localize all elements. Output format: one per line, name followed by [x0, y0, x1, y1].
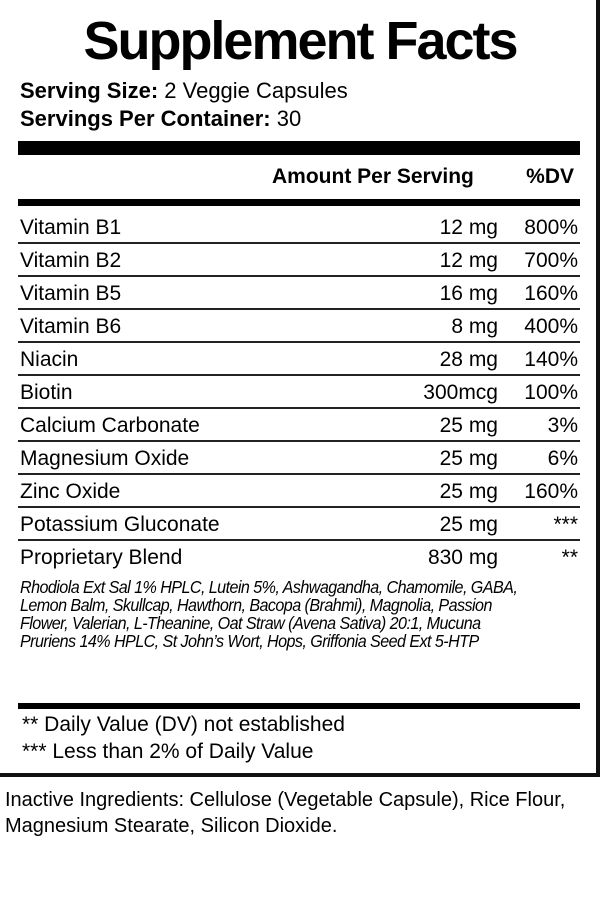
inactive-ingredients: Inactive Ingredients: Cellulose (Vegetab…	[5, 789, 566, 837]
table-row: Potassium Gluconate 25 mg ***	[18, 508, 580, 541]
serving-size-value: 2 Veggie Capsules	[164, 78, 348, 103]
table-row: Vitamin B6 8 mg 400%	[18, 310, 580, 343]
nutrient-name: Zinc Oxide	[20, 480, 121, 503]
footnote-less-than-2-percent: *** Less than 2% of Daily Value	[22, 740, 314, 763]
nutrient-name: Potassium Gluconate	[20, 513, 220, 536]
panel-title: Supplement Facts	[83, 11, 518, 71]
footnote-dv-not-established: ** Daily Value (DV) not established	[22, 713, 345, 736]
nutrient-amount: 25 mg	[439, 513, 498, 536]
table-row: Zinc Oxide 25 mg 160%	[18, 475, 580, 508]
nutrient-dv: **	[561, 546, 578, 569]
nutrient-name: Vitamin B6	[20, 315, 122, 338]
nutrient-dv: ***	[553, 513, 578, 536]
footer-divider	[18, 703, 580, 709]
serving-size-label: Serving Size:	[20, 78, 159, 103]
nutrient-amount: 25 mg	[439, 414, 498, 437]
nutrient-dv: 140%	[524, 348, 578, 371]
nutrient-amount: 12 mg	[439, 216, 498, 239]
nutrient-amount: 25 mg	[439, 480, 498, 503]
table-row: Vitamin B2 12 mg 700%	[18, 244, 580, 277]
header-divider	[18, 199, 580, 206]
nutrient-name: Niacin	[20, 348, 79, 371]
table-row: Biotin 300mcg 100%	[18, 376, 580, 409]
blend-ingredients: Rhodiola Ext Sal 1% HPLC, Lutein 5%, Ash…	[20, 577, 518, 651]
nutrient-name: Vitamin B2	[20, 249, 122, 272]
nutrient-amount: 28 mg	[439, 348, 498, 371]
nutrient-dv: 160%	[524, 282, 578, 305]
nutrient-name: Vitamin B5	[20, 282, 122, 305]
column-header-dv: %DV	[526, 165, 574, 188]
table-row: Calcium Carbonate 25 mg 3%	[18, 409, 580, 442]
thick-divider	[18, 141, 580, 155]
table-row: Magnesium Oxide 25 mg 6%	[18, 442, 580, 475]
nutrient-amount: 830 mg	[427, 546, 498, 569]
table-row: Vitamin B1 12 mg 800%	[18, 211, 580, 244]
nutrient-dv: 400%	[524, 315, 578, 338]
nutrient-amount: 25 mg	[439, 447, 498, 470]
nutrient-name: Proprietary Blend	[20, 546, 183, 569]
nutrient-dv: 3%	[547, 414, 578, 437]
nutrient-dv: 6%	[547, 447, 578, 470]
nutrient-dv: 160%	[524, 480, 578, 503]
table-row: Niacin 28 mg 140%	[18, 343, 580, 376]
supplement-facts-panel: Supplement Facts Serving Size: 2 Veggie …	[0, 0, 600, 777]
nutrient-amount: 12 mg	[439, 249, 498, 272]
nutrient-name: Magnesium Oxide	[20, 447, 190, 470]
serving-size: Serving Size: 2 Veggie Capsules	[20, 78, 348, 104]
nutrient-amount: 16 mg	[439, 282, 498, 305]
nutrient-name: Vitamin B1	[20, 216, 122, 239]
nutrient-amount: 8 mg	[451, 315, 498, 338]
nutrient-dv: 800%	[524, 216, 578, 239]
nutrient-name: Calcium Carbonate	[20, 414, 200, 437]
nutrient-dv: 100%	[524, 381, 578, 404]
column-header-amount: Amount Per Serving	[272, 165, 474, 188]
servings-per-container-label: Servings Per Container:	[20, 106, 271, 131]
servings-per-container: Servings Per Container: 30	[20, 106, 301, 132]
servings-per-container-value: 30	[276, 106, 302, 131]
table-row: Proprietary Blend 830 mg **	[18, 541, 580, 574]
table-row: Vitamin B5 16 mg 160%	[18, 277, 580, 310]
nutrient-name: Biotin	[20, 381, 73, 404]
nutrient-dv: 700%	[524, 249, 578, 272]
nutrient-amount: 300mcg	[423, 381, 498, 404]
